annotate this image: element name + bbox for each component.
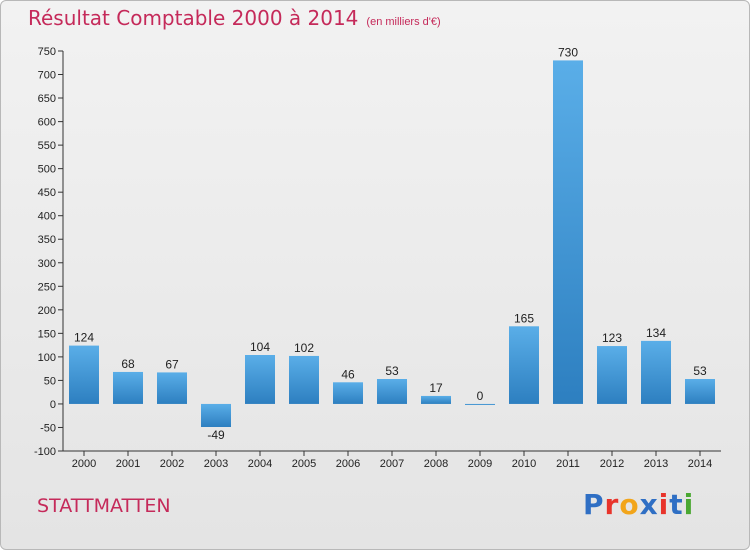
y-axis: -100 -50 0 50 100 150 200 250 300 350 400 450 500 550…	[34, 46, 64, 458]
chart-unit: (en milliers d'€)	[366, 16, 441, 28]
bar-value-label: 53	[693, 364, 707, 378]
bar-2006	[333, 382, 363, 404]
logo-letter: x	[639, 488, 659, 521]
y-tick-label: 0	[50, 399, 56, 411]
y-tick-label: 650	[38, 93, 56, 105]
y-tick-label: 350	[38, 234, 56, 246]
bar-2005	[289, 355, 319, 404]
y-tick-label: -50	[40, 422, 56, 434]
bar-value-label: 124	[74, 331, 94, 345]
logo-letter: i	[683, 488, 695, 521]
bar-value-label: 104	[250, 340, 270, 354]
bars: 124 68 67 -49 104 102 46 53 17 0 165 730 123 134 53	[69, 45, 715, 442]
x-tick-label: 2000	[72, 458, 96, 470]
bar-value-label: 134	[646, 326, 666, 340]
chart-title-block: Résultat Comptable 2000 à 2014 (en millie…	[28, 6, 441, 30]
logo-letter: i	[658, 488, 670, 521]
bar-value-label: -49	[207, 428, 225, 442]
y-tick-label: 300	[38, 258, 56, 270]
bar-2009	[465, 403, 495, 405]
bar-2002	[157, 372, 187, 404]
bar-2011	[553, 60, 583, 404]
bar-2014	[685, 379, 715, 404]
logo-letter: o	[619, 488, 640, 521]
logo-letter: P	[583, 488, 605, 521]
y-tick-label: 550	[38, 140, 56, 152]
x-tick-label: 2007	[380, 458, 404, 470]
commune-name: STATTMATTEN	[37, 495, 171, 517]
y-tick-label: 600	[38, 117, 56, 129]
y-tick-label: 700	[38, 70, 56, 82]
bar-2003	[201, 403, 231, 427]
y-tick-label: 450	[38, 187, 56, 199]
x-tick-label: 2012	[600, 458, 624, 470]
x-tick-label: 2005	[292, 458, 316, 470]
x-tick-label: 2006	[336, 458, 360, 470]
proxiti-logo: Proxiti	[583, 488, 694, 521]
logo-letter: r	[604, 488, 620, 521]
x-tick-label: 2008	[424, 458, 448, 470]
chart-title: Résultat Comptable 2000 à 2014	[28, 6, 359, 30]
bar-2000	[69, 345, 99, 404]
bar-value-label: 0	[477, 389, 484, 403]
y-tick-label: 750	[38, 46, 56, 58]
x-tick-label: 2014	[688, 458, 712, 470]
y-tick-label: -100	[34, 446, 56, 458]
x-axis: 2000 2001 2002 2003 2004 2005 2006 2007 2008 2009…	[63, 450, 721, 470]
bar-value-label: 123	[602, 331, 622, 345]
x-tick-label: 2013	[644, 458, 668, 470]
y-tick-label: 150	[38, 328, 56, 340]
y-tick-label: 250	[38, 281, 56, 293]
x-tick-label: 2003	[204, 458, 228, 470]
bar-2001	[113, 371, 143, 404]
bar-value-label: 102	[294, 341, 314, 355]
bar-2013	[641, 340, 671, 404]
y-tick-label: 50	[44, 375, 56, 387]
x-tick-label: 2001	[116, 458, 140, 470]
bar-2010	[509, 326, 539, 404]
y-tick-label: 400	[38, 211, 56, 223]
x-tick-label: 2004	[248, 458, 272, 470]
bar-2008	[421, 395, 451, 404]
y-tick-label: 100	[38, 352, 56, 364]
y-tick-label: 200	[38, 305, 56, 317]
x-tick-label: 2009	[468, 458, 492, 470]
bar-value-label: 17	[429, 381, 443, 395]
bar-value-label: 46	[341, 367, 355, 381]
bar-2007	[377, 379, 407, 404]
y-tick-label: 500	[38, 164, 56, 176]
bar-value-label: 165	[514, 311, 534, 325]
x-tick-label: 2010	[512, 458, 536, 470]
bar-2012	[597, 346, 627, 404]
bar-value-label: 730	[558, 45, 578, 59]
bar-value-label: 68	[121, 357, 135, 371]
bar-value-label: 53	[385, 364, 399, 378]
x-tick-label: 2002	[160, 458, 184, 470]
x-tick-label: 2011	[556, 458, 580, 470]
bar-2004	[245, 355, 275, 404]
logo-letter: t	[669, 488, 684, 521]
bar-value-label: 67	[165, 357, 179, 371]
